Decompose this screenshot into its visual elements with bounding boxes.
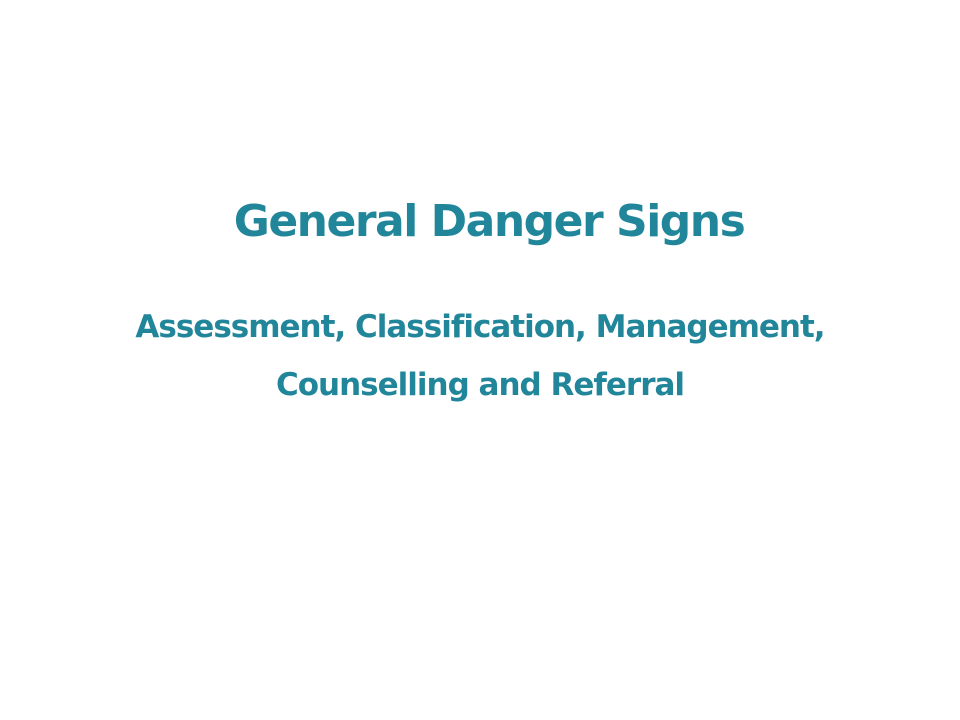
slide-subtitle: Assessment, Classification, Management, … <box>0 298 960 414</box>
slide-title: General Danger Signs <box>233 196 746 247</box>
subtitle-line-1: Assessment, Classification, Management, <box>135 309 825 345</box>
subtitle-line-2: Counselling and Referral <box>275 367 685 403</box>
